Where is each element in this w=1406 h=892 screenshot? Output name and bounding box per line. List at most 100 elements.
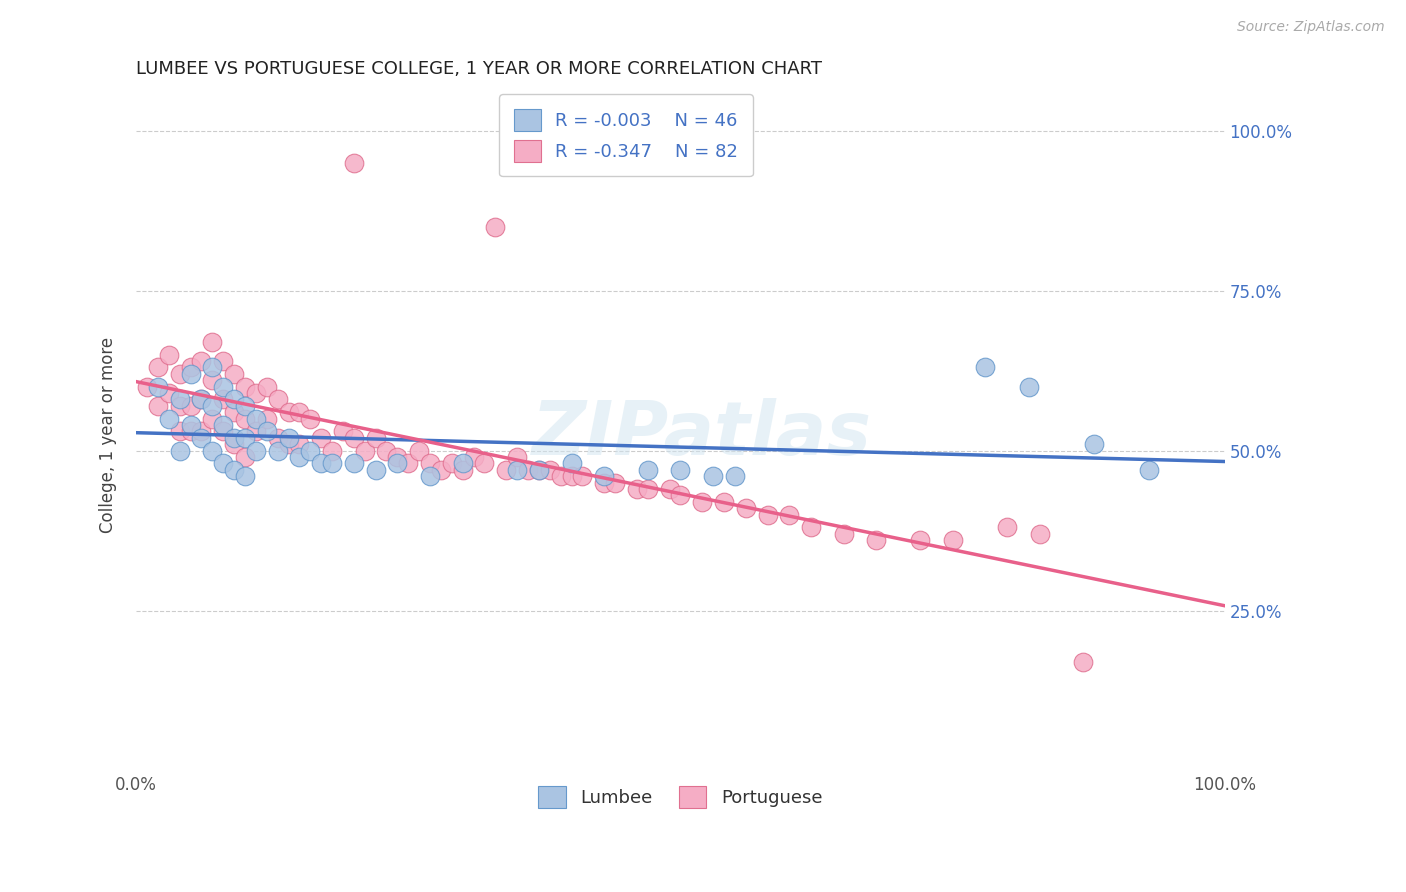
Point bbox=[593, 469, 616, 483]
Point bbox=[256, 425, 278, 439]
Point bbox=[245, 443, 267, 458]
Point bbox=[702, 469, 724, 483]
Point bbox=[309, 431, 332, 445]
Point bbox=[408, 443, 430, 458]
Text: Source: ZipAtlas.com: Source: ZipAtlas.com bbox=[1237, 20, 1385, 34]
Point bbox=[353, 443, 375, 458]
Point bbox=[277, 431, 299, 445]
Point bbox=[222, 367, 245, 381]
Point bbox=[288, 450, 311, 464]
Point bbox=[201, 373, 224, 387]
Point bbox=[474, 457, 496, 471]
Point bbox=[658, 482, 681, 496]
Point bbox=[222, 437, 245, 451]
Point bbox=[212, 418, 235, 433]
Point bbox=[190, 392, 212, 407]
Point bbox=[288, 405, 311, 419]
Point bbox=[506, 450, 529, 464]
Point bbox=[266, 392, 288, 407]
Point bbox=[245, 386, 267, 401]
Point bbox=[299, 411, 322, 425]
Point bbox=[309, 457, 332, 471]
Point bbox=[266, 443, 288, 458]
Point bbox=[419, 457, 441, 471]
Point bbox=[637, 482, 659, 496]
Point bbox=[463, 450, 485, 464]
Point bbox=[321, 443, 343, 458]
Point bbox=[495, 463, 517, 477]
Point bbox=[451, 457, 474, 471]
Point bbox=[233, 431, 256, 445]
Point bbox=[734, 501, 756, 516]
Point bbox=[212, 354, 235, 368]
Point bbox=[440, 457, 463, 471]
Point bbox=[550, 469, 572, 483]
Point bbox=[180, 360, 202, 375]
Point bbox=[396, 457, 419, 471]
Point bbox=[690, 495, 713, 509]
Point bbox=[245, 411, 267, 425]
Point bbox=[288, 437, 311, 451]
Point bbox=[222, 463, 245, 477]
Point bbox=[212, 379, 235, 393]
Point bbox=[713, 495, 735, 509]
Text: ZIPatlas: ZIPatlas bbox=[533, 398, 872, 471]
Point bbox=[364, 431, 387, 445]
Point bbox=[942, 533, 965, 548]
Point bbox=[321, 457, 343, 471]
Point bbox=[169, 399, 191, 413]
Point bbox=[419, 469, 441, 483]
Point bbox=[190, 431, 212, 445]
Point bbox=[169, 392, 191, 407]
Point bbox=[157, 348, 180, 362]
Point bbox=[1018, 379, 1040, 393]
Point bbox=[136, 379, 159, 393]
Point bbox=[233, 379, 256, 393]
Point bbox=[245, 425, 267, 439]
Point bbox=[669, 488, 692, 502]
Point bbox=[157, 386, 180, 401]
Point bbox=[169, 425, 191, 439]
Point bbox=[169, 367, 191, 381]
Legend: Lumbee, Portuguese: Lumbee, Portuguese bbox=[524, 772, 837, 822]
Point bbox=[222, 431, 245, 445]
Point bbox=[800, 520, 823, 534]
Point bbox=[256, 411, 278, 425]
Point bbox=[212, 392, 235, 407]
Point bbox=[527, 463, 550, 477]
Point bbox=[724, 469, 747, 483]
Point bbox=[865, 533, 887, 548]
Point bbox=[1028, 526, 1050, 541]
Point bbox=[430, 463, 453, 477]
Point bbox=[343, 457, 366, 471]
Point bbox=[626, 482, 648, 496]
Point bbox=[212, 425, 235, 439]
Point bbox=[561, 469, 583, 483]
Point bbox=[603, 475, 626, 490]
Point bbox=[157, 411, 180, 425]
Point bbox=[527, 463, 550, 477]
Point bbox=[974, 360, 997, 375]
Point bbox=[484, 219, 506, 234]
Point bbox=[169, 443, 191, 458]
Point bbox=[637, 463, 659, 477]
Point bbox=[201, 334, 224, 349]
Point bbox=[995, 520, 1018, 534]
Point bbox=[180, 418, 202, 433]
Point bbox=[593, 475, 616, 490]
Y-axis label: College, 1 year or more: College, 1 year or more bbox=[100, 336, 117, 533]
Point bbox=[332, 425, 354, 439]
Point bbox=[451, 463, 474, 477]
Point bbox=[190, 425, 212, 439]
Point bbox=[222, 392, 245, 407]
Point bbox=[343, 431, 366, 445]
Point bbox=[190, 354, 212, 368]
Point bbox=[387, 457, 409, 471]
Point bbox=[1083, 437, 1105, 451]
Point bbox=[146, 399, 169, 413]
Point bbox=[908, 533, 931, 548]
Point bbox=[146, 379, 169, 393]
Point bbox=[1071, 655, 1094, 669]
Point bbox=[669, 463, 692, 477]
Point bbox=[233, 450, 256, 464]
